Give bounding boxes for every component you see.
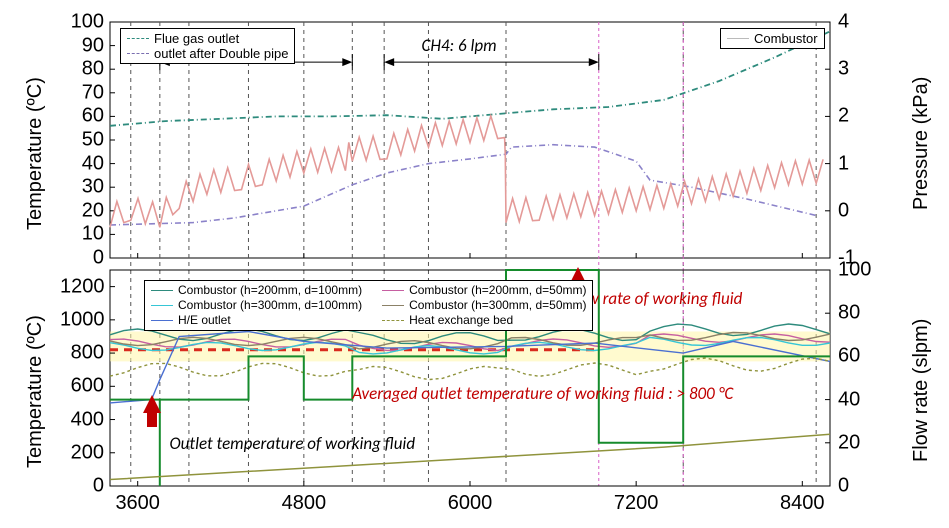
up-arrow-icon (143, 395, 161, 413)
legend-item: Combustor (h=300mm, d=100mm) (151, 298, 362, 313)
annotation-text: Outlet temperature of working fluid (170, 433, 416, 454)
legend-item: Heat exchange bed (382, 313, 586, 328)
bottom-legend: Combustor (h=200mm, d=100mm)Combustor (h… (144, 280, 593, 331)
top-legend-left: Flue gas outletoutlet after Double pipe (120, 28, 295, 64)
legend-item: Combustor (h=300mm, d=50mm) (382, 298, 586, 313)
annotation-text: CH4: 6 lpm (422, 35, 497, 56)
bottom-chart (0, 0, 949, 528)
annotation-text: Averaged outlet temperature of working f… (352, 383, 733, 404)
legend-item: Combustor (h=200mm, d=100mm) (151, 283, 362, 298)
top-legend-right: Combustor (720, 28, 825, 49)
legend-item: Combustor (727, 31, 818, 46)
legend-item: Flue gas outlet (127, 31, 288, 46)
legend-item: outlet after Double pipe (127, 46, 288, 61)
up-arrow-stem (147, 413, 157, 427)
legend-item: H/E outlet (151, 313, 362, 328)
legend-item: Combustor (h=200mm, d=50mm) (382, 283, 586, 298)
